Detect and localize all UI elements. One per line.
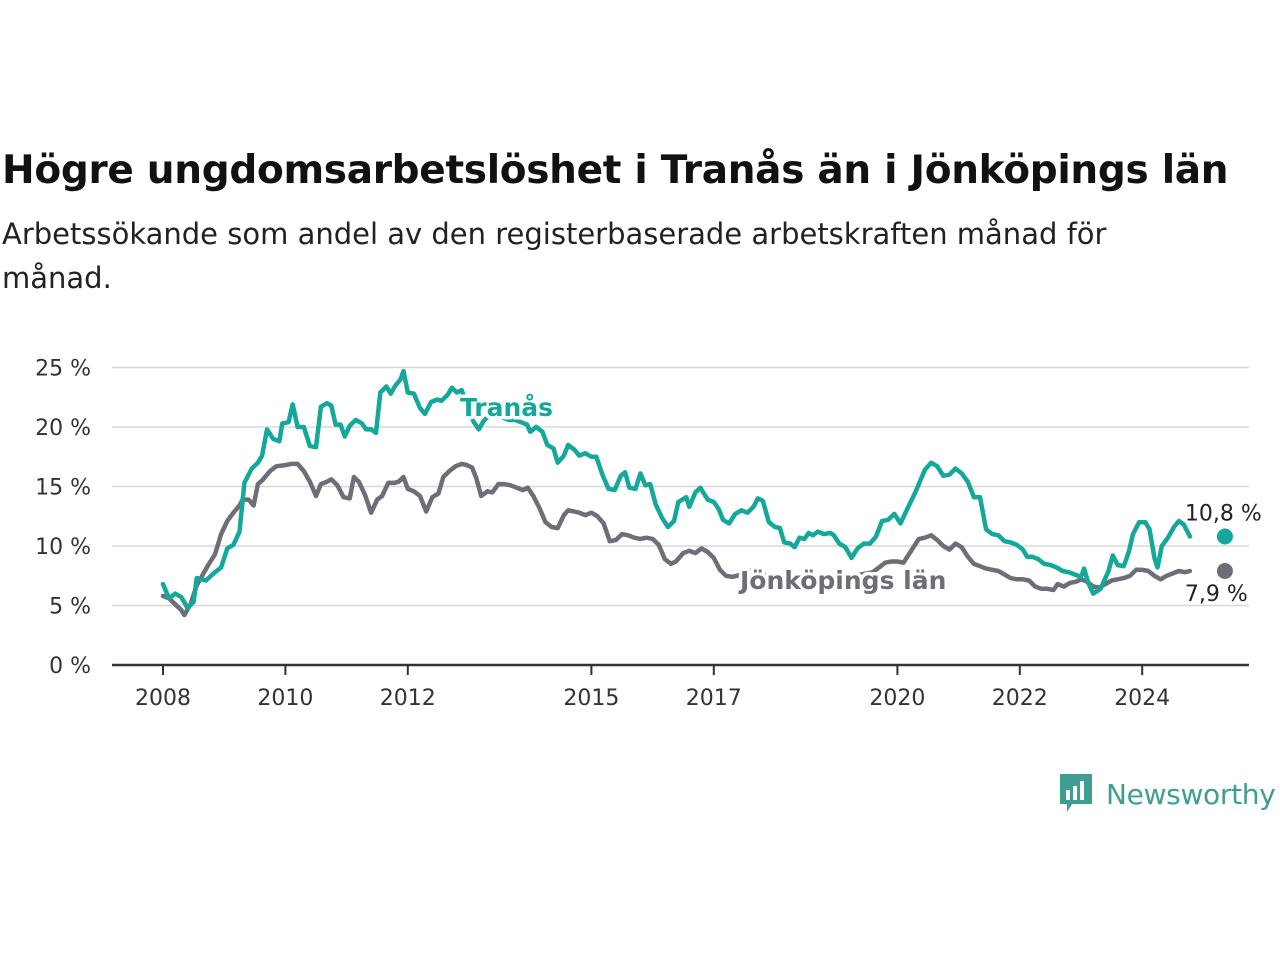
x-tick-label: 2020 xyxy=(869,686,925,711)
y-tick-label: 0 % xyxy=(49,654,91,679)
x-tick-label: 2017 xyxy=(686,686,742,711)
newsworthy-brand: Newsworthy xyxy=(1058,772,1276,816)
y-tick-label: 10 % xyxy=(35,535,91,560)
series-line-jonkoping xyxy=(160,461,1193,618)
x-axis-ticks: 2008 2010 2012 2015 2017 2020 2022 2024 xyxy=(135,665,1170,711)
x-tick-label: 2010 xyxy=(257,686,313,711)
x-tick-label: 2022 xyxy=(992,686,1048,711)
gridlines xyxy=(112,366,1249,667)
series-end-label: 7,9 % xyxy=(1185,582,1248,607)
chart-title: Högre ungdomsarbetslöshet i Tranås än i … xyxy=(2,148,1229,193)
y-tick-label: 5 % xyxy=(49,595,91,620)
y-tick-label: 20 % xyxy=(35,416,91,441)
series-name-halo: Jönköpings län xyxy=(738,566,946,595)
series-name-halo: Tranås xyxy=(460,393,553,422)
x-tick-label: 2012 xyxy=(380,686,436,711)
series-lines xyxy=(160,368,1233,618)
series-name-label: Tranås xyxy=(460,393,553,422)
series-name-label: Jönköpings län xyxy=(738,566,946,595)
series-end-point xyxy=(1216,528,1233,545)
y-tick-label: 25 % xyxy=(35,357,91,382)
chart-subtitle: Arbetssökande som andel av den registerb… xyxy=(2,217,1107,295)
y-axis-ticks: 0 % 5 % 10 % 15 % 20 % 25 % xyxy=(35,357,91,680)
series-end-label: 10,8 % xyxy=(1185,501,1262,526)
x-tick-label: 2015 xyxy=(563,686,619,711)
newsworthy-logo-icon xyxy=(1058,772,1094,816)
series-line-tranas xyxy=(160,368,1193,611)
brand-name: Newsworthy xyxy=(1106,777,1276,811)
y-tick-label: 15 % xyxy=(35,476,91,501)
x-tick-label: 2008 xyxy=(135,686,191,711)
series-end-point xyxy=(1216,562,1233,579)
x-tick-label: 2024 xyxy=(1114,686,1170,711)
